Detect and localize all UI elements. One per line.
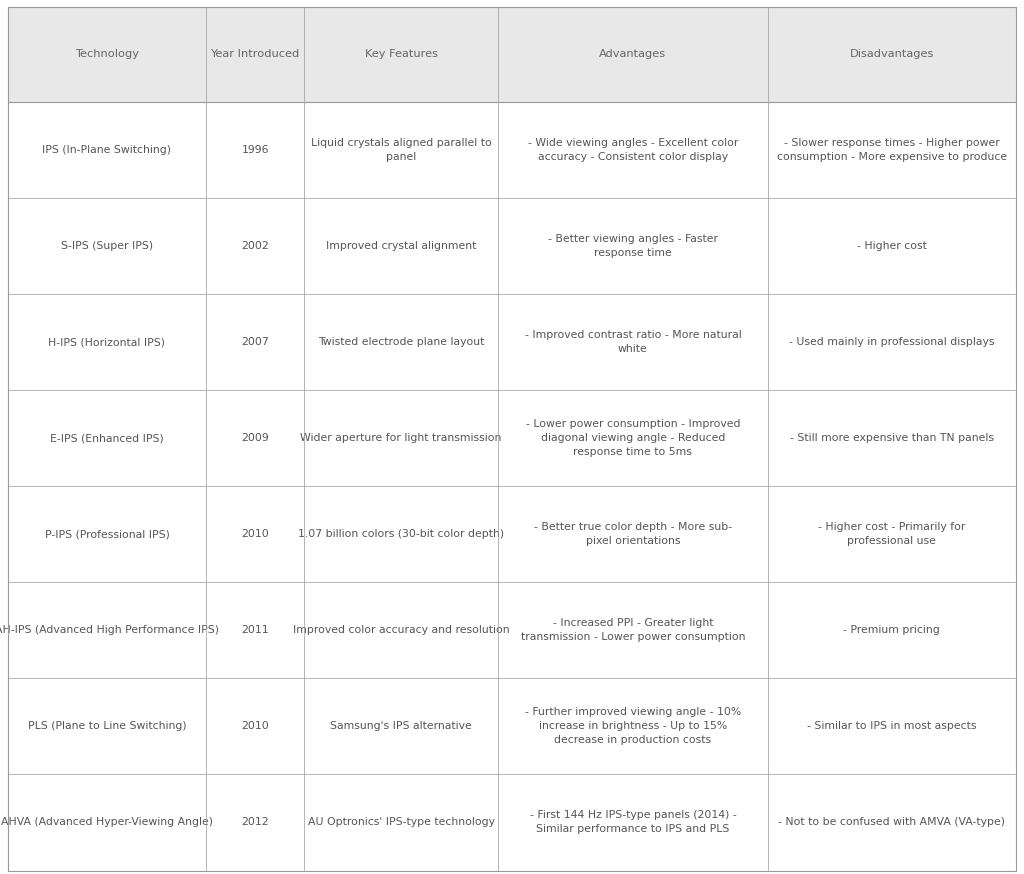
- Text: - Slower response times - Higher power
consumption - More expensive to produce: - Slower response times - Higher power c…: [777, 138, 1007, 162]
- Text: Improved crystal alignment: Improved crystal alignment: [326, 241, 476, 251]
- Text: - Premium pricing: - Premium pricing: [844, 625, 940, 635]
- Text: E-IPS (Enhanced IPS): E-IPS (Enhanced IPS): [50, 434, 164, 443]
- Bar: [8, 198, 1016, 295]
- Text: - Wide viewing angles - Excellent color
accuracy - Consistent color display: - Wide viewing angles - Excellent color …: [527, 138, 738, 162]
- Text: - Not to be confused with AMVA (VA-type): - Not to be confused with AMVA (VA-type): [778, 817, 1006, 828]
- Text: - Lower power consumption - Improved
diagonal viewing angle - Reduced
response t: - Lower power consumption - Improved dia…: [525, 420, 740, 457]
- Text: - Further improved viewing angle - 10%
increase in brightness - Up to 15%
decrea: - Further improved viewing angle - 10% i…: [524, 707, 741, 746]
- Text: 2009: 2009: [242, 434, 269, 443]
- Text: Advantages: Advantages: [599, 50, 667, 59]
- Text: Twisted electrode plane layout: Twisted electrode plane layout: [318, 337, 484, 347]
- Text: - Higher cost - Primarily for
professional use: - Higher cost - Primarily for profession…: [818, 523, 966, 546]
- Text: PLS (Plane to Line Switching): PLS (Plane to Line Switching): [28, 721, 186, 732]
- Bar: [8, 390, 1016, 486]
- Text: 2002: 2002: [242, 241, 269, 251]
- Text: Samsung's IPS alternative: Samsung's IPS alternative: [331, 721, 472, 732]
- Text: S-IPS (Super IPS): S-IPS (Super IPS): [60, 241, 153, 251]
- Text: 1996: 1996: [242, 145, 269, 155]
- Bar: [8, 774, 1016, 871]
- Bar: [8, 102, 1016, 198]
- Text: Technology: Technology: [75, 50, 139, 59]
- Text: IPS (In-Plane Switching): IPS (In-Plane Switching): [42, 145, 171, 155]
- Text: - Increased PPI - Greater light
transmission - Lower power consumption: - Increased PPI - Greater light transmis…: [520, 618, 745, 642]
- Text: AHVA (Advanced Hyper-Viewing Angle): AHVA (Advanced Hyper-Viewing Angle): [1, 817, 213, 828]
- Text: 2012: 2012: [242, 817, 269, 828]
- Text: Disadvantages: Disadvantages: [850, 50, 934, 59]
- Text: - Better viewing angles - Faster
response time: - Better viewing angles - Faster respons…: [548, 234, 718, 258]
- Text: 2010: 2010: [242, 721, 269, 732]
- Bar: [8, 678, 1016, 774]
- Text: AU Optronics' IPS-type technology: AU Optronics' IPS-type technology: [307, 817, 495, 828]
- Bar: [8, 7, 1016, 102]
- Text: - Used mainly in professional displays: - Used mainly in professional displays: [790, 337, 994, 347]
- Text: AH-IPS (Advanced High Performance IPS): AH-IPS (Advanced High Performance IPS): [0, 625, 219, 635]
- Bar: [8, 486, 1016, 582]
- Text: 2010: 2010: [242, 530, 269, 539]
- Bar: [8, 582, 1016, 678]
- Text: P-IPS (Professional IPS): P-IPS (Professional IPS): [44, 530, 169, 539]
- Text: Wider aperture for light transmission: Wider aperture for light transmission: [300, 434, 502, 443]
- Text: Liquid crystals aligned parallel to
panel: Liquid crystals aligned parallel to pane…: [311, 138, 492, 162]
- Text: 2011: 2011: [242, 625, 269, 635]
- Text: - Still more expensive than TN panels: - Still more expensive than TN panels: [790, 434, 994, 443]
- Text: Key Features: Key Features: [365, 50, 437, 59]
- Text: - Improved contrast ratio - More natural
white: - Improved contrast ratio - More natural…: [524, 330, 741, 354]
- Text: Improved color accuracy and resolution: Improved color accuracy and resolution: [293, 625, 510, 635]
- Text: H-IPS (Horizontal IPS): H-IPS (Horizontal IPS): [48, 337, 166, 347]
- Text: 1.07 billion colors (30-bit color depth): 1.07 billion colors (30-bit color depth): [298, 530, 504, 539]
- Text: - First 144 Hz IPS-type panels (2014) -
Similar performance to IPS and PLS: - First 144 Hz IPS-type panels (2014) - …: [529, 810, 736, 835]
- Text: 2007: 2007: [242, 337, 269, 347]
- Text: Year Introduced: Year Introduced: [211, 50, 300, 59]
- Text: - Higher cost: - Higher cost: [857, 241, 927, 251]
- Text: - Similar to IPS in most aspects: - Similar to IPS in most aspects: [807, 721, 977, 732]
- Bar: [8, 295, 1016, 390]
- Text: - Better true color depth - More sub-
pixel orientations: - Better true color depth - More sub- pi…: [534, 523, 732, 546]
